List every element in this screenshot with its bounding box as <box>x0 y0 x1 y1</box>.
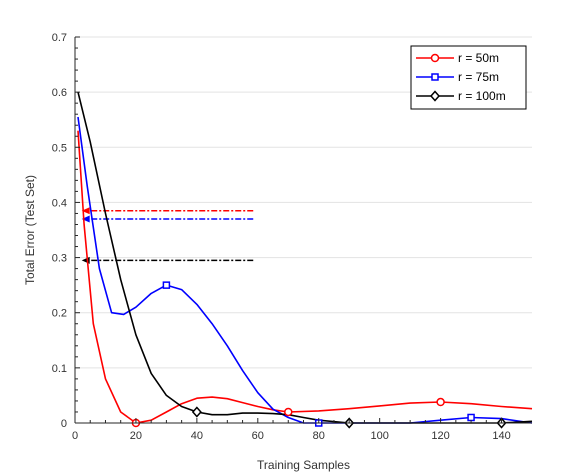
x-tick-label: 80 <box>313 430 325 442</box>
data-point-marker <box>284 407 293 417</box>
y-tick-label: 0.1 <box>52 363 67 375</box>
data-point-marker <box>467 413 475 422</box>
reference-arrow <box>81 215 90 223</box>
legend-marker <box>431 73 439 81</box>
legend-label: r = 100m <box>458 89 506 103</box>
legend-marker <box>429 90 441 102</box>
data-point-marker <box>191 406 202 418</box>
data-point-marker <box>436 397 445 407</box>
tick-labels: 0 0.1 0.2 0.3 0.4 0.5 0.6 0.7 0 20 40 60 80 100 120 140 <box>52 32 511 442</box>
x-tick-label: 0 <box>72 430 78 442</box>
legend: r = 50m r = 75m r = 100m <box>410 45 527 110</box>
x-tick-label: 120 <box>431 430 449 442</box>
x-axis-label: Training Samples <box>257 458 350 472</box>
y-tick-label: 0.7 <box>52 32 67 44</box>
y-tick-label: 0.3 <box>52 253 67 265</box>
x-tick-label: 60 <box>252 430 264 442</box>
y-tick-label: 0.6 <box>52 87 67 99</box>
legend-marker <box>430 53 440 63</box>
y-tick-label: 0.2 <box>52 308 67 320</box>
y-tick-label: 0 <box>61 418 67 430</box>
reference-arrow <box>81 207 90 215</box>
data-point-marker <box>162 281 171 289</box>
x-tick-label: 100 <box>370 430 388 442</box>
reference-lines <box>81 207 254 264</box>
legend-label: r = 50m <box>458 51 499 65</box>
x-tick-label: 40 <box>191 430 203 442</box>
axes <box>74 36 532 424</box>
y-tick-label: 0.5 <box>52 142 67 154</box>
series-line-1 <box>77 130 533 424</box>
y-axis-label: Total Error (Test Set) <box>23 175 37 285</box>
x-tick-label: 140 <box>492 430 510 442</box>
legend-label: r = 75m <box>458 70 499 84</box>
y-tick-label: 0.4 <box>52 197 67 209</box>
x-tick-label: 20 <box>130 430 142 442</box>
